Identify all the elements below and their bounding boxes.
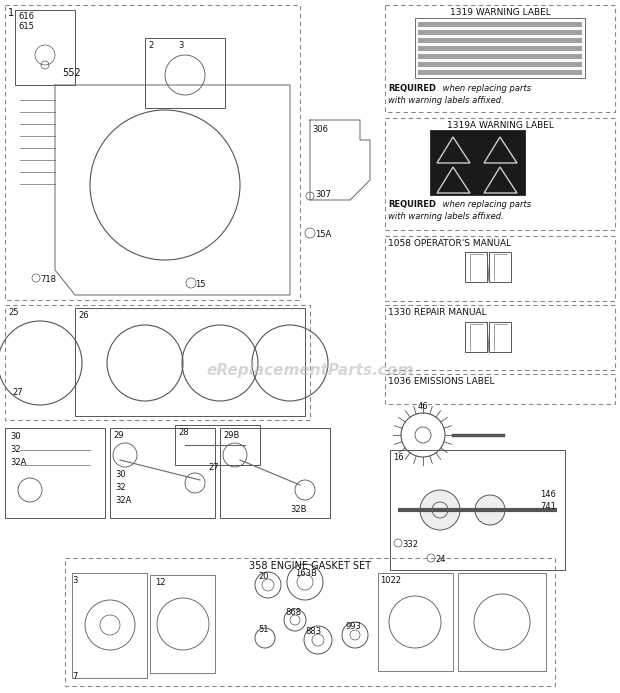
Text: 615: 615 <box>18 22 34 31</box>
Text: 15A: 15A <box>315 230 331 239</box>
Text: 32A: 32A <box>115 496 131 505</box>
Bar <box>418 38 582 43</box>
Bar <box>418 62 582 67</box>
Bar <box>418 46 582 51</box>
Bar <box>418 22 582 27</box>
Bar <box>489 252 511 282</box>
Bar <box>390 450 565 570</box>
Text: 1330 REPAIR MANUAL: 1330 REPAIR MANUAL <box>388 308 487 317</box>
Bar <box>378 573 453 671</box>
Text: 1036 EMISSIONS LABEL: 1036 EMISSIONS LABEL <box>388 377 495 386</box>
Bar <box>385 374 615 404</box>
Bar <box>145 38 225 108</box>
Bar <box>65 558 555 686</box>
Text: 16: 16 <box>393 453 404 462</box>
Text: 306: 306 <box>312 125 328 134</box>
Text: 7: 7 <box>72 672 78 681</box>
Bar <box>458 573 546 671</box>
Text: 15: 15 <box>195 280 205 289</box>
Text: 883: 883 <box>305 627 321 636</box>
Text: when replacing parts: when replacing parts <box>440 84 531 93</box>
Bar <box>489 322 511 352</box>
Text: 29: 29 <box>113 431 123 440</box>
Bar <box>15 10 75 85</box>
Text: 30: 30 <box>115 470 126 479</box>
Bar <box>418 30 582 35</box>
Text: 24: 24 <box>435 555 446 564</box>
Bar <box>150 575 215 673</box>
Text: 3: 3 <box>178 41 184 50</box>
Text: 307: 307 <box>315 190 331 199</box>
Circle shape <box>420 490 460 530</box>
Text: 12: 12 <box>155 578 166 587</box>
Bar <box>385 305 615 370</box>
Text: with warning labels affixed.: with warning labels affixed. <box>388 96 503 105</box>
Text: 616: 616 <box>18 12 34 21</box>
Bar <box>418 54 582 59</box>
Text: 32B: 32B <box>290 505 306 514</box>
Text: 27: 27 <box>208 463 219 472</box>
Text: 741: 741 <box>540 502 556 511</box>
Text: 993: 993 <box>345 622 361 631</box>
Bar <box>5 428 105 518</box>
Bar <box>385 5 615 112</box>
Text: 163B: 163B <box>295 569 317 578</box>
Text: 868: 868 <box>285 608 301 617</box>
Text: 1058 OPERATOR'S MANUAL: 1058 OPERATOR'S MANUAL <box>388 239 511 248</box>
Bar <box>175 425 260 465</box>
Text: 29B: 29B <box>223 431 239 440</box>
Text: 552: 552 <box>62 68 81 78</box>
Text: 332: 332 <box>402 540 418 549</box>
Bar <box>75 308 305 416</box>
Text: 30: 30 <box>10 432 20 441</box>
Text: 32: 32 <box>10 445 20 454</box>
Text: 25: 25 <box>8 308 19 317</box>
Text: 718: 718 <box>40 275 56 284</box>
Text: 46: 46 <box>418 402 428 411</box>
Text: with warning labels affixed.: with warning labels affixed. <box>388 212 503 221</box>
Text: 20: 20 <box>258 572 268 581</box>
Text: 1319A WARNING LABEL: 1319A WARNING LABEL <box>446 121 554 130</box>
Bar <box>110 428 215 518</box>
Bar <box>5 305 310 420</box>
Text: 28: 28 <box>178 428 188 437</box>
Bar <box>430 130 525 195</box>
Text: 1022: 1022 <box>380 576 401 585</box>
Text: REQUIRED: REQUIRED <box>388 200 436 209</box>
Text: 146: 146 <box>540 490 556 499</box>
Bar <box>418 70 582 75</box>
Text: 1319 WARNING LABEL: 1319 WARNING LABEL <box>450 8 551 17</box>
Bar <box>5 5 300 300</box>
Bar <box>465 322 487 352</box>
Bar <box>465 252 487 282</box>
Bar <box>385 118 615 230</box>
Text: 32A: 32A <box>10 458 27 467</box>
Text: when replacing parts: when replacing parts <box>440 200 531 209</box>
Text: 3: 3 <box>72 576 78 585</box>
Text: REQUIRED: REQUIRED <box>388 84 436 93</box>
Bar <box>415 18 585 78</box>
Text: 358 ENGINE GASKET SET: 358 ENGINE GASKET SET <box>249 561 371 571</box>
Text: 1: 1 <box>8 8 14 18</box>
Text: eReplacementParts.com: eReplacementParts.com <box>206 362 414 378</box>
Circle shape <box>475 495 505 525</box>
Bar <box>385 236 615 301</box>
Text: 2: 2 <box>148 41 153 50</box>
Text: 26: 26 <box>78 311 89 320</box>
Text: 51: 51 <box>258 625 268 634</box>
Bar <box>220 428 330 518</box>
Text: 32: 32 <box>115 483 126 492</box>
Bar <box>72 573 147 678</box>
Text: 27: 27 <box>12 388 22 397</box>
